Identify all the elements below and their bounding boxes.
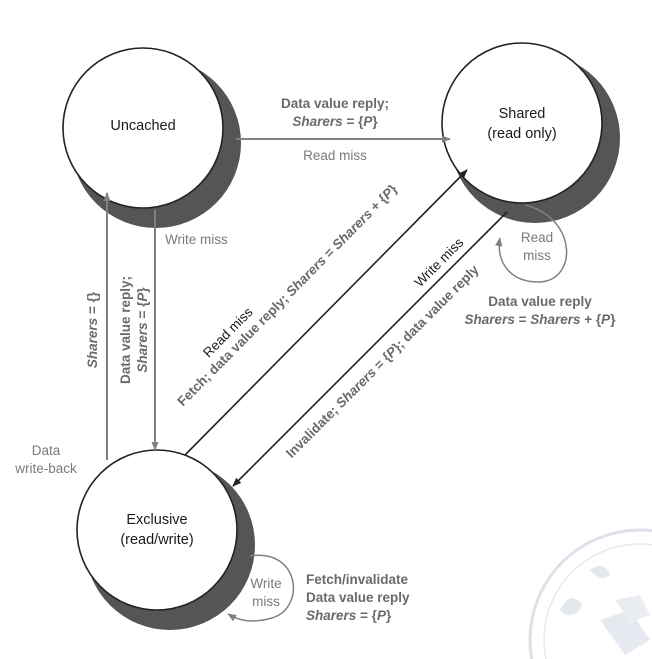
state-label-shared: Shared — [499, 106, 546, 122]
label-shared-self-action-1: Data value reply — [488, 294, 592, 309]
label-uncached-exclusive-event: Write miss — [165, 232, 228, 247]
label-exclusive-self-action-2: Data value reply — [306, 590, 410, 605]
label-shared-exclusive-action: Invalidate; Sharers = {P}; data value re… — [283, 262, 482, 461]
state-circle — [441, 42, 603, 204]
label-exclusive-uncached-action: Sharers = {} — [85, 291, 100, 368]
state-sublabel-shared: (read only) — [487, 126, 556, 142]
label-exclusive-uncached-event-1: Data — [32, 443, 61, 458]
label-uncached-shared-event: Read miss — [303, 148, 367, 163]
label-shared-exclusive-group: Write miss Invalidate; Sharers = {P}; da… — [283, 235, 482, 461]
label-exclusive-self-event-1: Write — [250, 576, 281, 591]
state-sublabel-exclusive: (read/write) — [120, 532, 193, 548]
arrow-exclusive-self-loop — [227, 554, 295, 622]
watermark-seal — [528, 528, 652, 659]
label-uncached-shared-action-1: Data value reply; — [281, 96, 389, 111]
state-uncached: Uncached — [62, 47, 241, 228]
label-uncached-shared-action-2: Sharers = {P} — [292, 114, 378, 129]
arrow-shared-to-exclusive — [232, 211, 508, 487]
state-label-exclusive: Exclusive — [126, 512, 187, 528]
label-shared-self-action-2: Sharers = Sharers + {P} — [465, 312, 617, 327]
label-exclusive-self-event-2: miss — [252, 594, 280, 609]
state-circle — [62, 47, 224, 209]
state-exclusive: Exclusive (read/write) — [76, 449, 255, 630]
label-shared-self-event-2: miss — [523, 248, 551, 263]
label-uncached-exclusive-action-1: Data value reply; — [118, 276, 133, 384]
state-shared: Shared (read only) — [441, 42, 620, 223]
label-exclusive-self-action-1: Fetch/invalidate — [306, 572, 409, 587]
label-shared-self-event-1: Read — [521, 230, 553, 245]
arrow-shared-self-loop — [495, 204, 568, 283]
state-circle — [76, 449, 238, 611]
label-exclusive-self-action-3: Sharers = {P} — [306, 608, 392, 623]
label-exclusive-uncached-event-2: write-back — [14, 461, 77, 476]
arrow-exclusive-to-shared — [184, 169, 468, 456]
label-uncached-exclusive-action-2: Sharers = {P} — [135, 287, 150, 373]
state-label-uncached: Uncached — [110, 118, 175, 134]
